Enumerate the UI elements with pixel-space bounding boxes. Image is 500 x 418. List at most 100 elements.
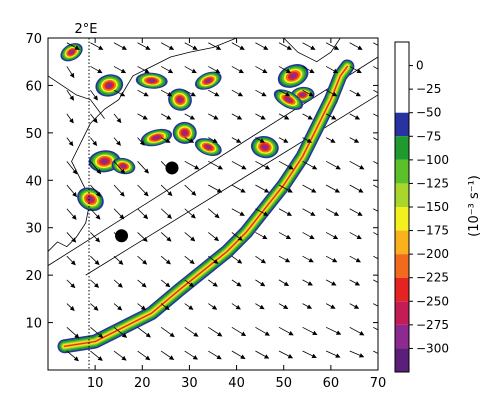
wind-arrow — [278, 42, 292, 50]
wind-arrow — [325, 89, 338, 97]
wind-arrow — [325, 160, 341, 170]
y-tick-label: 50 — [25, 127, 42, 142]
wind-arrow — [349, 326, 365, 336]
wind-arrow — [349, 303, 360, 309]
meridian-label: 2°E — [75, 22, 98, 37]
wind-arrow — [90, 66, 103, 74]
wind-arrow — [137, 255, 148, 265]
wind-arrow — [160, 255, 171, 265]
wind-arrow — [66, 208, 77, 220]
wind-arrow — [137, 137, 145, 146]
wind-arrow — [278, 66, 292, 74]
colorbar-segment — [395, 159, 409, 184]
wind-arrow — [255, 42, 269, 50]
vorticity-band — [63, 65, 349, 348]
vorticity-cell — [120, 164, 127, 168]
wind-arrow — [113, 42, 127, 50]
wind-arrow — [373, 160, 378, 165]
wind-arrow — [231, 208, 245, 216]
wind-arrow — [137, 113, 148, 120]
wind-arrow — [302, 160, 318, 170]
wind-arrow — [208, 232, 220, 242]
wind-arrow — [325, 232, 339, 240]
colorbar: 0 −25 −50 −75 −100 −125 −150 −175 −200 −225 −250 −2… — [394, 41, 449, 373]
contour-line — [283, 38, 341, 63]
wind-arrow — [231, 232, 243, 241]
wind-arrow — [302, 350, 317, 358]
wind-arrow — [325, 42, 340, 50]
colorbar-tick-label: −150 — [416, 200, 449, 214]
vorticity-cell — [182, 130, 188, 136]
vorticity-cell — [148, 78, 156, 83]
wind-arrow — [278, 113, 290, 120]
wind-arrow — [184, 137, 195, 143]
axes: 10 20 30 40 50 60 70 10 20 30 40 50 60 70 — [25, 32, 386, 391]
x-tick-label: 60 — [323, 376, 340, 391]
wind-arrow — [184, 42, 198, 50]
wind-arrow — [113, 113, 122, 124]
section-line — [48, 56, 378, 266]
wind-arrow — [278, 326, 294, 336]
wind-arrow — [160, 137, 171, 143]
wind-arrow — [349, 66, 362, 74]
colorbar-tick-label: 0 — [416, 59, 424, 73]
wind-arrow — [113, 208, 125, 220]
wind-arrow — [278, 232, 292, 240]
wind-arrow — [90, 184, 101, 197]
wind-arrow — [208, 350, 222, 360]
wind-arrow — [66, 279, 76, 289]
wind-arrow — [160, 326, 175, 338]
wind-arrow — [373, 42, 378, 46]
wind-arrow — [90, 161, 102, 175]
wind-arrow — [255, 184, 270, 193]
colorbar-segment — [395, 65, 409, 90]
wind-arrow — [113, 327, 128, 338]
wind-arrow — [184, 279, 195, 288]
colorbar-tick-label: −275 — [416, 318, 449, 332]
colorbar-tick-label: −100 — [416, 153, 449, 167]
wind-arrow — [160, 303, 170, 311]
wind-arrow — [349, 89, 361, 97]
wind-arrow — [325, 326, 342, 335]
vorticity-cell — [261, 144, 268, 150]
wind-arrow — [113, 66, 127, 74]
wind-arrow — [208, 326, 223, 337]
wind-arrow — [373, 66, 378, 70]
plot-area — [48, 38, 378, 362]
wind-arrow — [325, 279, 337, 286]
wind-arrow — [208, 113, 219, 120]
wind-arrow — [302, 66, 315, 74]
colorbar-segment — [395, 348, 409, 372]
vorticity-band — [59, 60, 353, 352]
wind-arrow — [231, 303, 241, 310]
wind-arrow — [255, 255, 266, 264]
wind-arrow — [302, 303, 313, 309]
wind-arrow — [302, 184, 317, 193]
wind-arrow — [325, 66, 339, 74]
wind-arrow — [373, 326, 378, 331]
vorticity-cell — [69, 50, 75, 55]
wind-arrow — [255, 113, 266, 120]
wind-arrow — [90, 279, 100, 288]
colorbar-segment — [395, 207, 409, 231]
colorbar-tick-label: −25 — [416, 82, 441, 96]
wind-arrow — [278, 89, 291, 97]
wind-arrow — [302, 113, 313, 120]
wind-arrow — [373, 279, 378, 283]
wind-arrow — [349, 137, 360, 143]
wind-arrow — [208, 184, 223, 193]
wind-arrow — [113, 161, 126, 174]
wind-arrow — [255, 160, 271, 170]
colorbar-segment — [395, 89, 409, 113]
wind-arrow — [137, 66, 150, 74]
wind-arrow — [373, 89, 378, 94]
wind-arrow — [325, 255, 338, 263]
wind-arrow — [278, 160, 294, 170]
wind-arrow — [255, 279, 266, 287]
colorbar-segment — [395, 277, 409, 302]
wind-arrow — [231, 350, 246, 359]
wind-arrow — [184, 89, 196, 97]
vorticity-band — [62, 64, 350, 349]
wind-arrow — [302, 255, 314, 263]
wind-arrow — [66, 327, 80, 339]
